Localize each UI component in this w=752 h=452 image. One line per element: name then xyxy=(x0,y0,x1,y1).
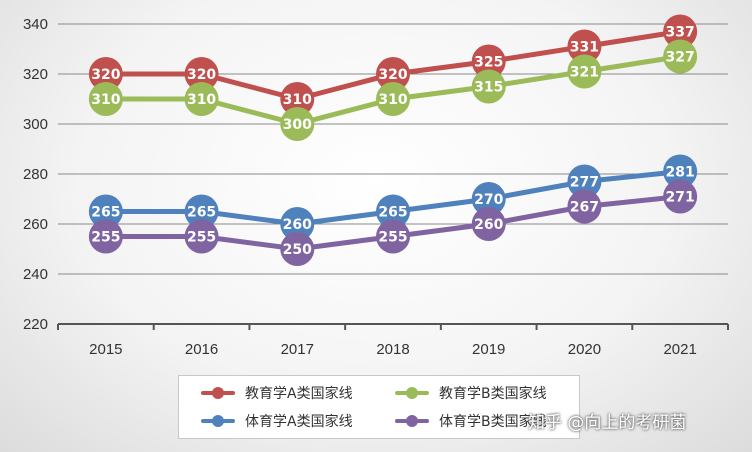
data-label: 310 xyxy=(378,92,407,108)
data-label: 277 xyxy=(570,175,599,191)
y-tick-label: 260 xyxy=(23,216,48,233)
data-label: 255 xyxy=(91,230,120,246)
x-tick-label: 2015 xyxy=(89,341,122,358)
data-point xyxy=(663,39,698,74)
data-point xyxy=(184,194,219,229)
x-tick-label: 2020 xyxy=(568,341,601,358)
data-point xyxy=(471,182,506,216)
data-point xyxy=(184,219,219,254)
x-tick-label: 2019 xyxy=(472,341,505,358)
legend-label-pe-b: 体育学B类国家线 xyxy=(439,414,547,430)
data-point xyxy=(376,219,410,254)
legend-swatch-edu-a xyxy=(197,382,239,404)
data-label: 300 xyxy=(283,117,312,133)
data-label: 310 xyxy=(283,92,312,108)
data-point xyxy=(471,207,506,241)
series-1: 310 310 300 310 315 321 327 xyxy=(88,39,698,141)
series-2: 265 265 260 265 270 277 281 xyxy=(88,154,698,241)
x-tick-label: 2017 xyxy=(281,341,314,358)
legend-item-edu-a: 教育学A类国家线 xyxy=(197,382,353,404)
data-point xyxy=(376,57,410,91)
legend-label-pe-a: 体育学A类国家线 xyxy=(245,414,353,430)
data-point xyxy=(567,29,602,64)
data-point xyxy=(280,107,315,141)
y-tick-label: 220 xyxy=(23,316,48,333)
legend: 教育学A类国家线 教育学B类国家线 体育学A类国家线 体育学B类国家线 xyxy=(178,375,580,439)
data-label: 250 xyxy=(283,242,312,258)
series-0: 320 320 310 320 325 331 337 xyxy=(88,14,698,116)
legend-swatch-edu-b xyxy=(391,382,433,404)
data-label: 260 xyxy=(283,217,312,233)
data-label: 337 xyxy=(666,25,695,41)
legend-swatch-pe-b xyxy=(391,410,433,432)
legend-label-edu-a: 教育学A类国家线 xyxy=(245,386,353,402)
data-label: 320 xyxy=(91,67,120,83)
data-point xyxy=(471,69,506,104)
watermark: 知乎 @向上的考研菌 xyxy=(528,413,687,433)
data-label: 271 xyxy=(666,190,695,206)
data-label: 327 xyxy=(666,50,695,66)
data-point xyxy=(567,164,602,199)
data-label: 320 xyxy=(187,67,216,83)
data-point xyxy=(280,82,315,116)
legend-item-pe-b: 体育学B类国家线 xyxy=(391,410,547,432)
data-point xyxy=(663,14,698,49)
y-tick-label: 320 xyxy=(23,66,48,83)
data-label: 310 xyxy=(187,92,216,108)
data-point xyxy=(280,232,315,266)
data-point xyxy=(88,194,123,229)
data-point xyxy=(663,154,698,189)
data-label: 310 xyxy=(91,92,120,108)
data-point xyxy=(376,194,410,229)
data-point xyxy=(663,179,698,214)
data-point xyxy=(88,82,123,116)
data-point xyxy=(184,57,219,91)
data-label: 255 xyxy=(187,230,216,246)
y-tick-label: 280 xyxy=(23,166,48,183)
data-label: 325 xyxy=(474,55,503,71)
data-point xyxy=(88,57,123,91)
data-label: 265 xyxy=(91,205,120,221)
data-label: 265 xyxy=(187,205,216,221)
data-label: 265 xyxy=(378,205,407,221)
data-label: 321 xyxy=(570,65,599,81)
legend-item-edu-b: 教育学B类国家线 xyxy=(391,382,547,404)
data-point xyxy=(280,207,315,241)
axes: 220 240 260 280 300 320 340 2015 2016 2017 2018 201… xyxy=(23,16,729,358)
data-label: 255 xyxy=(378,230,407,246)
y-tick-label: 340 xyxy=(23,16,48,33)
data-point xyxy=(567,189,602,224)
data-label: 331 xyxy=(570,40,599,56)
y-tick-label: 240 xyxy=(23,266,48,283)
y-tick-label: 300 xyxy=(23,116,48,133)
legend-label-edu-b: 教育学B类国家线 xyxy=(439,386,547,402)
data-label: 320 xyxy=(378,67,407,83)
data-label: 267 xyxy=(570,200,599,216)
data-point xyxy=(88,219,123,254)
x-tick-label: 2016 xyxy=(185,341,218,358)
data-label: 281 xyxy=(666,165,695,181)
series-3: 255 255 250 255 260 267 271 xyxy=(88,179,698,266)
data-label: 315 xyxy=(474,80,503,96)
data-point xyxy=(376,82,410,116)
x-tick-label: 2018 xyxy=(376,341,409,358)
data-point xyxy=(567,54,602,89)
data-point xyxy=(471,44,506,79)
legend-swatch-pe-a xyxy=(197,410,239,432)
legend-item-pe-a: 体育学A类国家线 xyxy=(197,410,353,432)
data-label: 260 xyxy=(474,217,503,233)
data-point xyxy=(184,82,219,116)
data-label: 270 xyxy=(474,192,503,208)
x-tick-label: 2021 xyxy=(663,341,696,358)
